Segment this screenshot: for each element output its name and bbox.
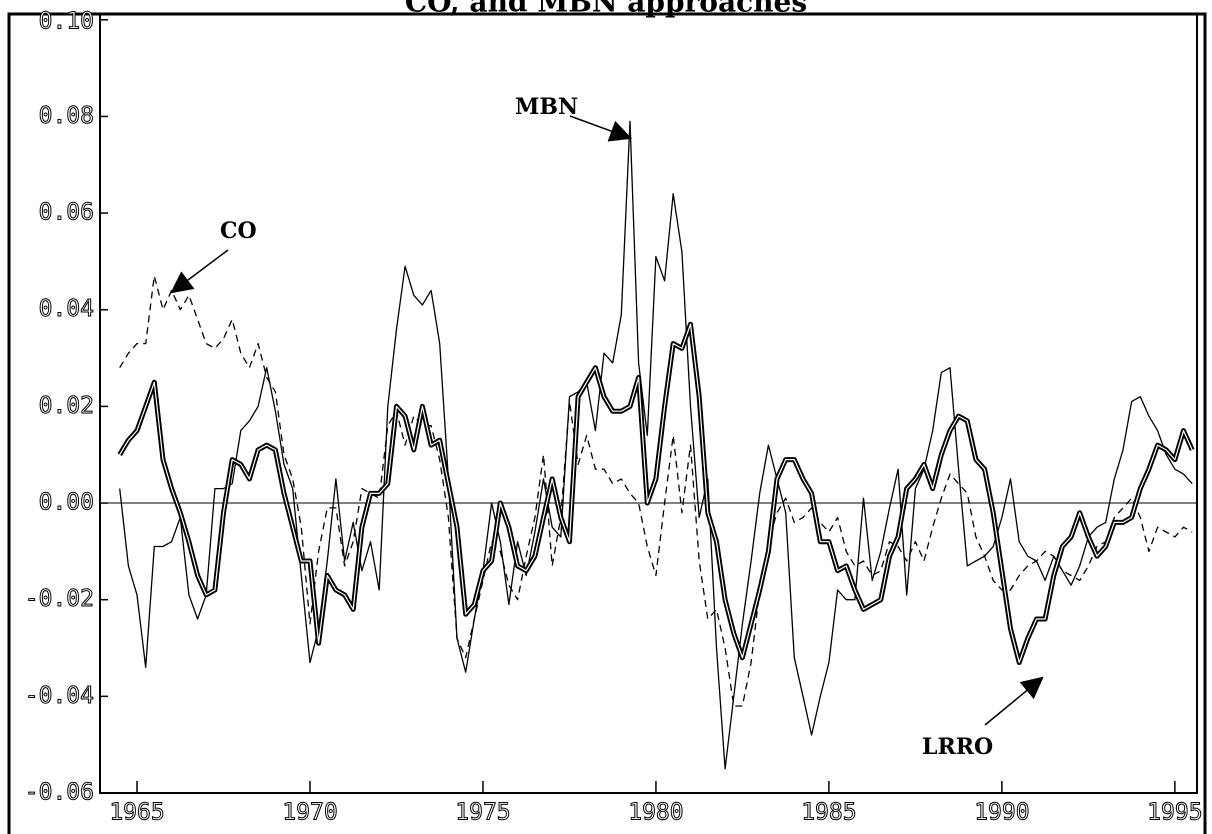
annotation: LRRO — [922, 734, 993, 760]
y-tick-label: 0.02 — [39, 393, 94, 419]
annotation-arrow — [170, 249, 229, 294]
annotation-arrow — [569, 115, 633, 142]
series-line — [117, 321, 1195, 665]
x-tick-label: 1980 — [628, 800, 683, 826]
x-tick-label: 1970 — [282, 800, 337, 826]
annotation: CO — [220, 218, 257, 244]
x-tick-label: 1990 — [974, 800, 1029, 826]
x-tick-label: 1975 — [455, 800, 510, 826]
y-tick-label: 0.06 — [39, 200, 94, 226]
y-tick-label: 0.00 — [39, 490, 94, 516]
y-tick-label: -0.02 — [25, 586, 94, 612]
x-tick-label: 1985 — [801, 800, 856, 826]
line-highlight — [119, 323, 1193, 664]
y-tick-label: -0.06 — [25, 780, 94, 806]
x-tick-label: 1965 — [109, 800, 164, 826]
x-tick-label: 1995 — [1147, 800, 1202, 826]
chart-title: CO, and MBN approaches — [405, 0, 807, 19]
series-line — [119, 275, 1193, 707]
annotation: MBN — [515, 94, 578, 120]
y-tick-label: 0.04 — [39, 296, 94, 322]
annotation-arrow — [984, 676, 1044, 726]
series-line — [119, 120, 1193, 770]
outer-frame — [7, 12, 1207, 834]
y-tick-label: -0.04 — [25, 683, 94, 709]
plot-frame — [99, 13, 1198, 794]
y-tick-label: 0.10 — [39, 9, 94, 35]
y-tick-label: 0.08 — [39, 103, 94, 129]
